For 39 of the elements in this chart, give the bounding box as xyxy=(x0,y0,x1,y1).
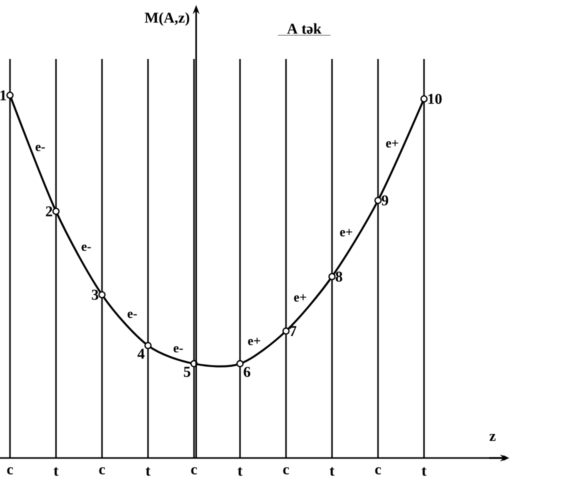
point xyxy=(328,272,336,280)
x-tick-label: c xyxy=(191,467,197,474)
annotation: e- xyxy=(128,312,137,318)
annotation: e+ xyxy=(248,338,260,346)
point xyxy=(374,196,382,204)
annotation: 8 xyxy=(336,272,342,282)
y-axis-title: M(A,z) xyxy=(144,12,190,26)
x-tick-label: c xyxy=(375,467,381,474)
point xyxy=(282,327,290,335)
x-tick-label: t xyxy=(422,467,426,476)
annotation: e- xyxy=(36,144,45,152)
x-tick-label: c xyxy=(99,467,105,474)
annotation: e+ xyxy=(340,228,352,236)
annotation: 10 xyxy=(428,94,442,104)
annotation: 1 xyxy=(0,90,6,100)
annotation: 3 xyxy=(92,290,98,300)
annotation: 9 xyxy=(382,195,388,206)
point xyxy=(420,95,428,103)
annotation: 4 xyxy=(138,348,145,359)
x-tick-label: t xyxy=(330,467,334,476)
point xyxy=(144,342,152,350)
annotation: 2 xyxy=(46,206,52,216)
annotation: e+ xyxy=(294,294,306,302)
chart-title: A tək xyxy=(287,23,322,34)
x-tick-label: t xyxy=(146,467,150,476)
x-tick-label: c xyxy=(7,467,13,474)
annotation: e+ xyxy=(386,140,398,148)
point xyxy=(52,208,60,215)
point xyxy=(6,92,14,99)
annotation: e- xyxy=(174,346,183,352)
x-tick-label: t xyxy=(238,467,242,476)
x-tick-label: c xyxy=(283,467,289,474)
annotation: 6 xyxy=(244,366,250,377)
point xyxy=(98,291,106,298)
x-axis-title: z xyxy=(490,434,496,441)
annotation: 5 xyxy=(184,366,190,377)
annotation: e- xyxy=(82,244,91,251)
x-tick-label: t xyxy=(54,467,58,476)
point xyxy=(236,360,244,368)
